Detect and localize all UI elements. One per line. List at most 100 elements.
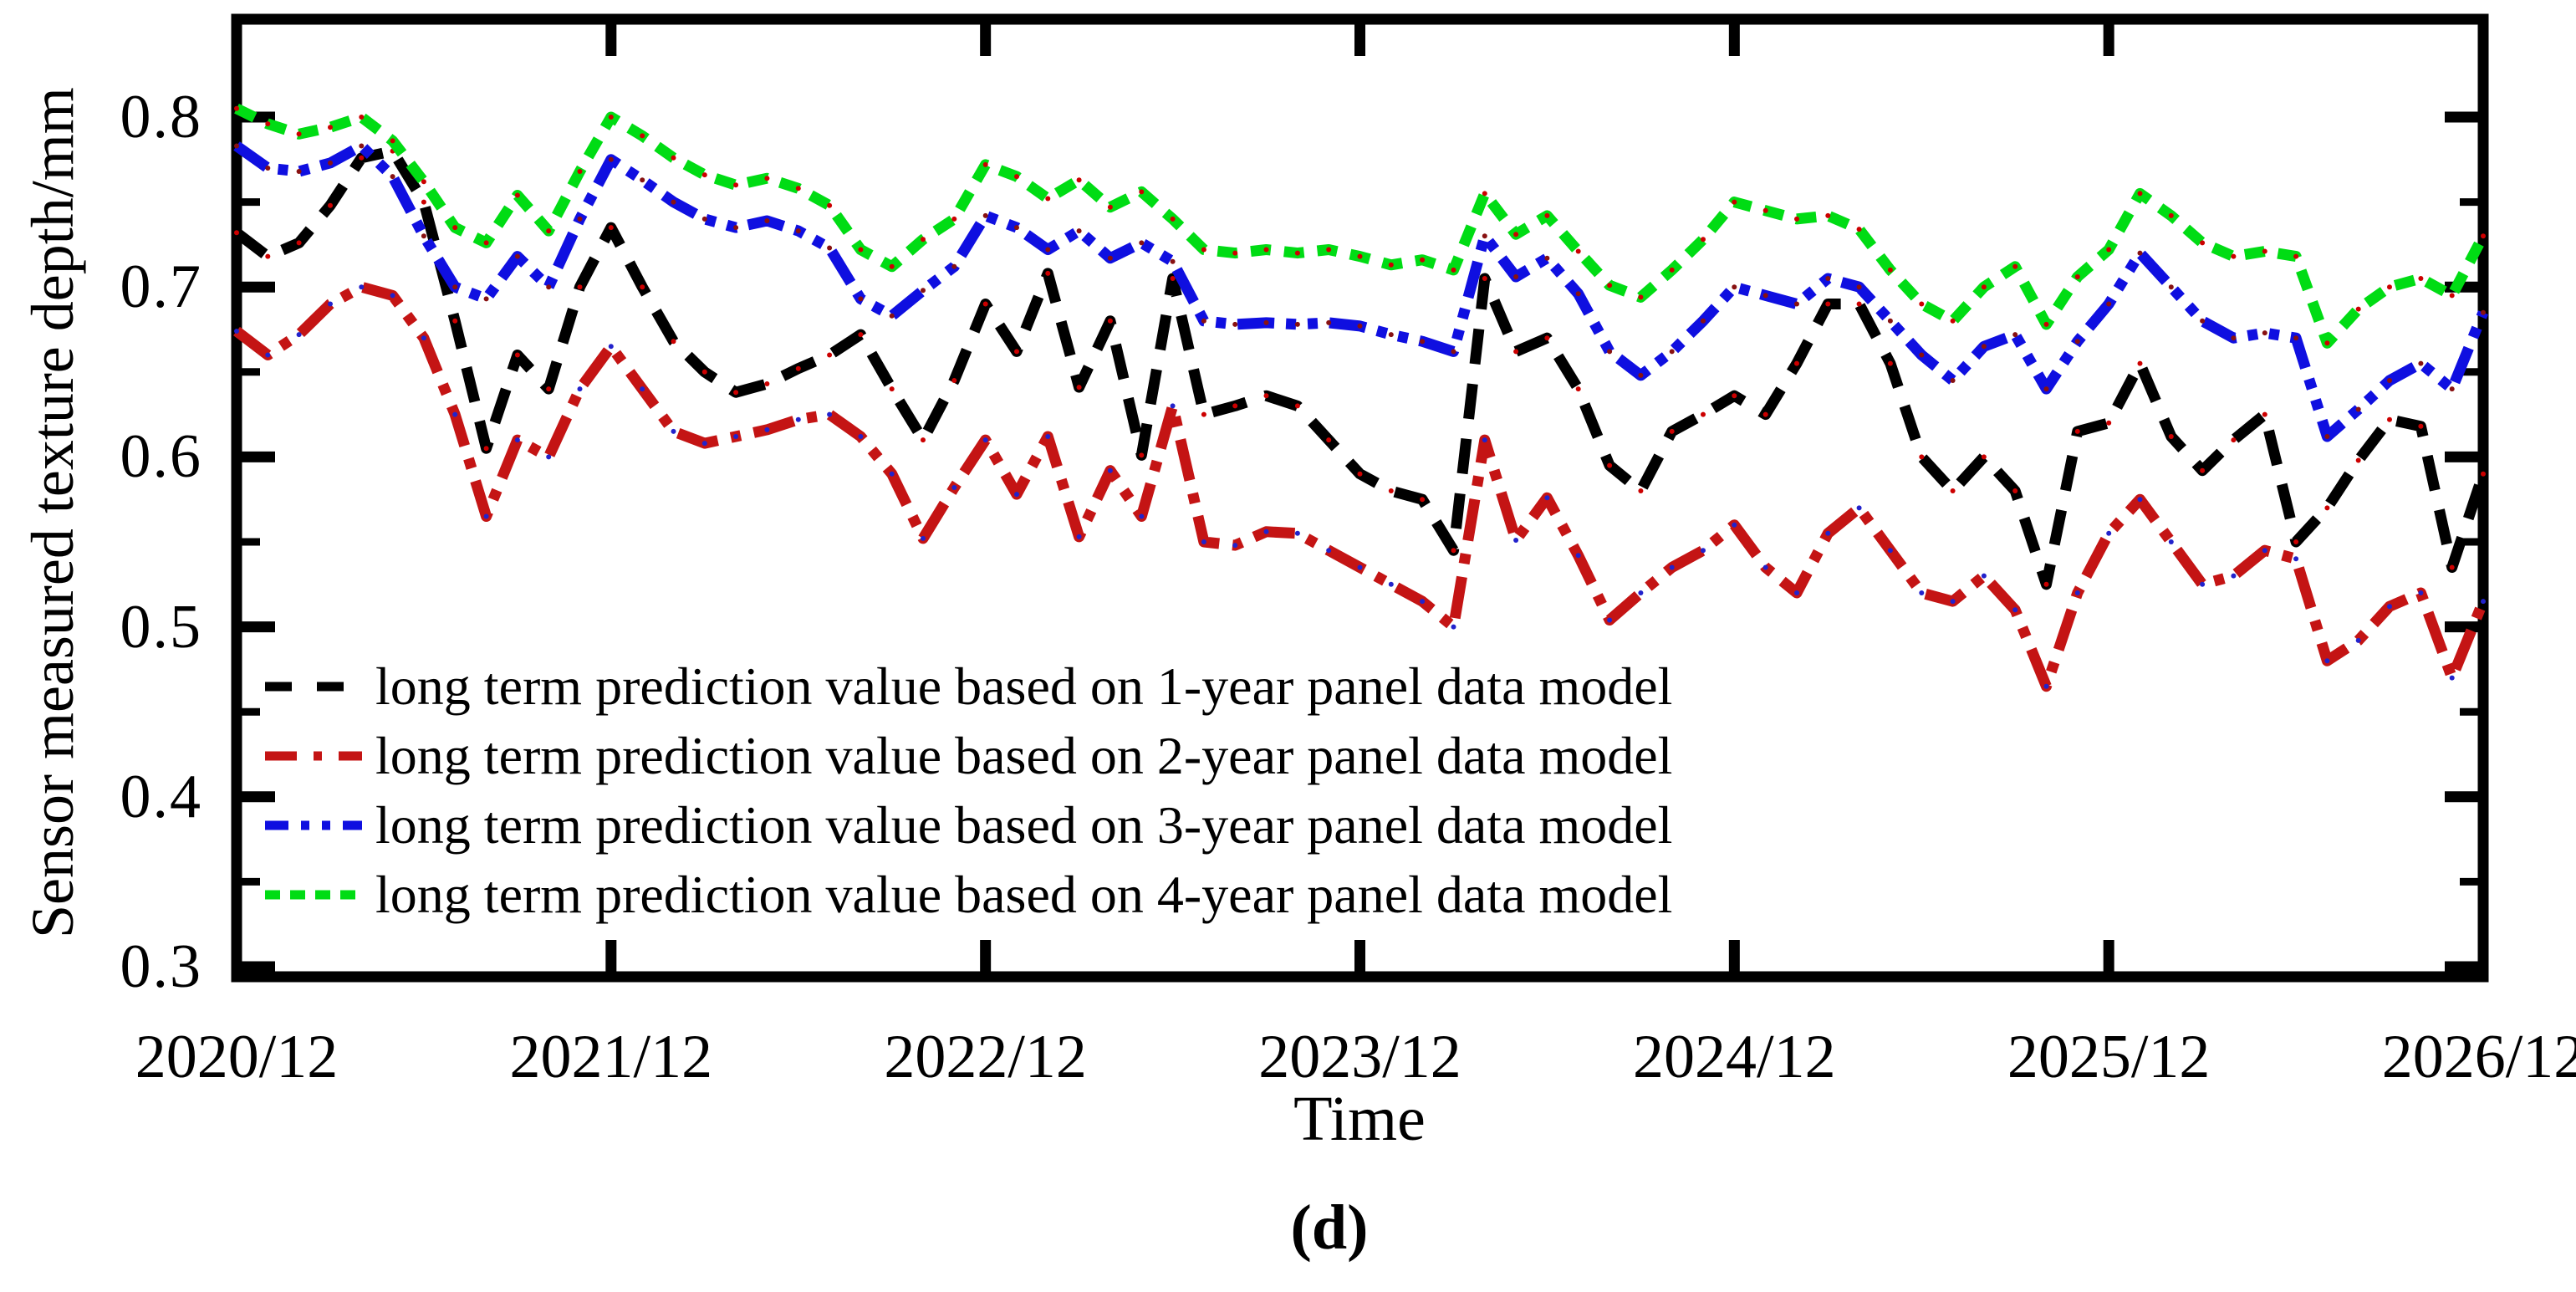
data-point-marker bbox=[764, 381, 770, 386]
data-point-marker bbox=[1950, 488, 1956, 493]
data-point-marker bbox=[483, 296, 489, 302]
data-point-marker bbox=[1357, 323, 1363, 329]
data-point-marker bbox=[483, 446, 489, 452]
x-tick-label: 2022/12 bbox=[884, 1023, 1087, 1091]
data-point-marker bbox=[764, 218, 770, 223]
data-point-marker bbox=[951, 378, 957, 383]
data-point-marker bbox=[1420, 497, 1426, 503]
data-point-marker bbox=[921, 535, 926, 541]
data-point-marker bbox=[2481, 309, 2486, 315]
data-point-marker bbox=[1107, 318, 1113, 324]
data-point-marker bbox=[2324, 658, 2330, 664]
data-point-marker bbox=[1544, 212, 1550, 218]
data-point-marker bbox=[1201, 539, 1206, 544]
data-point-marker bbox=[1388, 581, 1394, 587]
data-point-marker bbox=[1357, 253, 1363, 259]
data-point-marker bbox=[1919, 590, 1925, 595]
data-point-marker bbox=[1919, 301, 1925, 307]
data-point-marker bbox=[577, 284, 583, 290]
data-point-marker bbox=[1076, 534, 1082, 539]
data-point-marker bbox=[1981, 284, 1987, 290]
data-point-marker bbox=[2231, 437, 2237, 443]
data-point-marker bbox=[1045, 270, 1051, 276]
data-point-marker bbox=[1014, 492, 1019, 498]
data-point-marker bbox=[546, 386, 552, 392]
data-point-marker bbox=[2137, 360, 2143, 366]
data-point-marker bbox=[858, 296, 864, 302]
data-point-marker bbox=[1482, 437, 1487, 443]
data-point-marker bbox=[2168, 212, 2174, 218]
legend-line-sample bbox=[265, 751, 362, 760]
data-point-marker bbox=[296, 332, 302, 338]
legend-row: long term prediction value based on 4-ye… bbox=[263, 860, 1672, 929]
data-point-marker bbox=[1638, 294, 1644, 300]
series-line bbox=[233, 140, 2489, 442]
data-point-marker bbox=[265, 253, 271, 259]
y-tick-label: 0.5 bbox=[120, 592, 202, 661]
data-point-marker bbox=[1232, 403, 1238, 409]
y-tick-label: 0.4 bbox=[120, 762, 202, 831]
data-point-marker bbox=[1139, 452, 1145, 458]
data-point-marker bbox=[296, 240, 302, 246]
data-point-marker bbox=[1544, 335, 1550, 341]
data-point-marker bbox=[1575, 248, 1581, 254]
data-point-marker bbox=[2418, 360, 2424, 366]
x-tick-label: 2020/12 bbox=[135, 1023, 339, 1091]
data-point-marker bbox=[2168, 284, 2174, 290]
data-point-marker bbox=[640, 177, 645, 183]
data-point-marker bbox=[951, 485, 957, 490]
series-line bbox=[234, 103, 2488, 349]
data-point-marker bbox=[1107, 255, 1113, 261]
data-point-marker bbox=[1014, 349, 1019, 355]
data-point-marker bbox=[2231, 573, 2237, 579]
data-point-marker bbox=[982, 212, 988, 218]
data-point-marker bbox=[1856, 227, 1862, 232]
data-point-marker bbox=[671, 199, 676, 205]
data-point-marker bbox=[1607, 283, 1613, 289]
data-point-marker bbox=[1326, 548, 1332, 554]
data-point-marker bbox=[1388, 332, 1394, 338]
data-point-marker bbox=[234, 230, 239, 236]
data-point-marker bbox=[2137, 191, 2143, 197]
data-point-marker bbox=[2106, 301, 2112, 307]
data-point-marker bbox=[328, 160, 333, 166]
data-point-marker bbox=[1887, 360, 1893, 366]
data-point-marker bbox=[671, 339, 676, 345]
legend-line-sample bbox=[265, 820, 362, 830]
data-point-marker bbox=[1139, 240, 1145, 246]
data-point-marker bbox=[2262, 330, 2267, 336]
data-point-marker bbox=[951, 263, 957, 269]
legend-row: long term prediction value based on 1-ye… bbox=[263, 651, 1672, 721]
data-point-marker bbox=[982, 161, 988, 167]
data-point-marker bbox=[764, 176, 770, 181]
data-point-marker bbox=[1950, 378, 1956, 383]
x-tick-label: 2026/12 bbox=[2381, 1023, 2576, 1091]
data-point-marker bbox=[1482, 276, 1487, 281]
data-point-marker bbox=[2449, 564, 2455, 570]
data-point-marker bbox=[2418, 276, 2424, 281]
data-point-marker bbox=[2074, 428, 2080, 434]
data-point-marker bbox=[1388, 262, 1394, 268]
data-point-marker bbox=[1170, 276, 1176, 281]
data-point-marker bbox=[2418, 590, 2424, 595]
data-point-marker bbox=[1357, 564, 1363, 570]
data-point-marker bbox=[608, 225, 614, 231]
data-point-marker bbox=[2449, 293, 2455, 299]
data-point-marker bbox=[671, 155, 676, 161]
data-point-marker bbox=[640, 133, 645, 139]
data-point-marker bbox=[2481, 471, 2486, 477]
data-point-marker bbox=[2324, 434, 2330, 439]
data-point-marker bbox=[2043, 386, 2049, 392]
data-point-marker bbox=[328, 202, 333, 208]
data-point-marker bbox=[577, 169, 583, 174]
data-point-marker bbox=[1669, 267, 1675, 273]
data-point-marker bbox=[1544, 255, 1550, 261]
data-point-marker bbox=[921, 437, 926, 443]
data-point-marker bbox=[577, 386, 583, 392]
data-point-marker bbox=[764, 426, 770, 432]
data-point-marker bbox=[1294, 530, 1300, 536]
data-point-marker bbox=[1107, 204, 1113, 210]
data-point-marker bbox=[1575, 386, 1581, 392]
data-point-marker bbox=[1575, 553, 1581, 559]
